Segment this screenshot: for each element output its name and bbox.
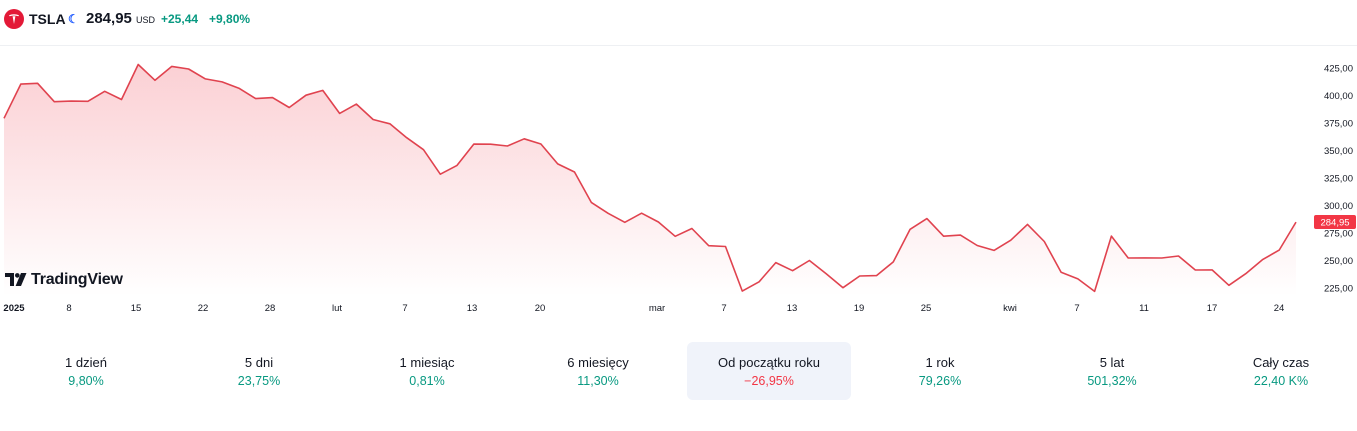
- header-divider: [0, 45, 1357, 46]
- period-value: 23,75%: [237, 374, 281, 388]
- y-tick-label: 225,00: [1324, 284, 1353, 295]
- period-value: 9,80%: [68, 374, 104, 388]
- x-tick-label: 22: [198, 303, 209, 314]
- x-tick-label: 20: [535, 303, 546, 314]
- x-tick-label: 11: [1139, 303, 1149, 314]
- currency-label: USD: [136, 15, 156, 25]
- moon-icon: ☾: [68, 12, 79, 26]
- y-tick-label: 275,00: [1324, 229, 1353, 240]
- x-tick-label: 7: [1074, 303, 1079, 314]
- period-all-time[interactable]: Cały czas 22,40 K%: [1199, 342, 1357, 400]
- tradingview-watermark[interactable]: TradingView: [5, 271, 123, 289]
- period-label: 5 lat: [1099, 355, 1125, 370]
- x-tick-label: kwi: [1003, 303, 1017, 314]
- tradingview-logo-icon: [5, 273, 27, 286]
- period-1-day[interactable]: 1 dzień 9,80%: [4, 342, 168, 400]
- x-tick-label: 13: [467, 303, 478, 314]
- period-label: 1 dzień: [65, 355, 107, 370]
- last-price-tag-bg: [1314, 215, 1356, 230]
- period-value: −26,95%: [744, 374, 794, 388]
- period-1-month[interactable]: 1 miesiąc 0,81%: [345, 342, 509, 400]
- period-6-months[interactable]: 6 miesięcy 11,30%: [516, 342, 680, 400]
- x-axis: 2025 8 15 22 28 lut 7 13 20 mar 7 13 19 25 kwi 7 11 17 24: [3, 303, 1284, 314]
- y-axis: 425,00 400,00 375,00 350,00 325,00 300,00 275,…: [1324, 64, 1353, 295]
- price-change: +25,44: [161, 12, 199, 26]
- performance-periods: 1 dzień 9,80% 5 dni 23,75% 1 miesiąc 0,8…: [0, 342, 1357, 402]
- x-tick-label: 28: [265, 303, 276, 314]
- x-tick-label: 19: [854, 303, 865, 314]
- period-label: Cały czas: [1252, 355, 1310, 370]
- x-tick-label: 24: [1274, 303, 1285, 314]
- x-tick-label: 15: [131, 303, 142, 314]
- x-tick-label: 2025: [3, 303, 25, 314]
- x-tick-label: 25: [921, 303, 932, 314]
- x-tick-label: mar: [649, 303, 665, 314]
- y-tick-label: 250,00: [1324, 256, 1353, 267]
- period-value: 501,32%: [1087, 374, 1137, 388]
- period-1-year[interactable]: 1 rok 79,26%: [858, 342, 1022, 400]
- period-label: 6 miesięcy: [567, 355, 629, 370]
- symbol-label[interactable]: TSLA: [29, 11, 66, 27]
- period-5-days[interactable]: 5 dni 23,75%: [177, 342, 341, 400]
- x-tick-label: 8: [66, 303, 71, 314]
- last-price-tag: 284,95: [1314, 215, 1356, 230]
- x-tick-label: 17: [1207, 303, 1218, 314]
- tradingview-brand-name: TradingView: [31, 271, 123, 288]
- x-tick-label: 7: [402, 303, 407, 314]
- y-tick-label: 300,00: [1324, 201, 1353, 212]
- period-label: 1 rok: [925, 355, 955, 370]
- period-label: 1 miesiąc: [399, 355, 455, 370]
- price-change-percent: +9,80%: [209, 12, 251, 26]
- period-year-to-date[interactable]: Od początku roku −26,95%: [687, 342, 851, 400]
- tesla-logo-icon[interactable]: [4, 9, 24, 29]
- price-area-fill: [4, 64, 1296, 296]
- period-5-years[interactable]: 5 lat 501,32%: [1030, 342, 1194, 400]
- last-price: 284,95: [86, 10, 132, 27]
- y-tick-label: 350,00: [1324, 146, 1353, 157]
- y-tick-label: 400,00: [1324, 91, 1353, 102]
- symbol-header: TSLA ☾ 284,95 USD +25,44 +9,80%: [0, 0, 1357, 40]
- period-value: 79,26%: [918, 374, 962, 388]
- period-value: 11,30%: [577, 374, 619, 388]
- period-label: 5 dni: [244, 355, 274, 370]
- period-value: 0,81%: [409, 374, 445, 388]
- period-value: 22,40 K%: [1253, 374, 1309, 388]
- price-line: [3, 63, 1297, 293]
- x-tick-label: 7: [721, 303, 726, 314]
- y-tick-label: 325,00: [1324, 174, 1353, 185]
- period-label: Od początku roku: [718, 355, 820, 370]
- last-price-tag-label: 284,95: [1320, 218, 1349, 229]
- x-tick-label: lut: [332, 303, 342, 314]
- y-tick-label: 375,00: [1324, 119, 1353, 130]
- price-chart[interactable]: 425,00 400,00 375,00 350,00 325,00 300,00 275,…: [0, 46, 1357, 326]
- x-tick-label: 13: [787, 303, 798, 314]
- y-tick-label: 425,00: [1324, 64, 1353, 75]
